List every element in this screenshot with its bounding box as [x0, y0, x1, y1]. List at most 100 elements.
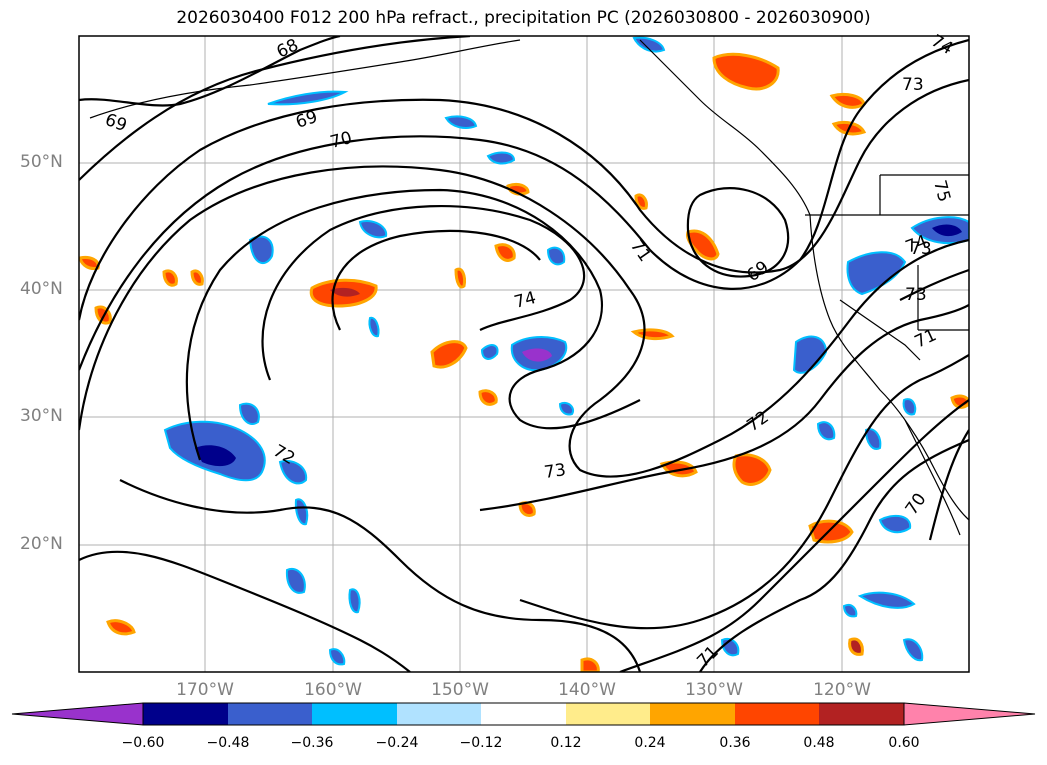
negative-precip-area — [842, 604, 858, 618]
positive-precip-area — [430, 340, 468, 369]
positive-precip-area — [732, 453, 772, 486]
map-frame — [78, 35, 970, 673]
positive-precip-area — [190, 269, 204, 286]
negative-precip-area — [248, 235, 274, 265]
contour-line — [899, 268, 969, 301]
colorbar-tick: 0.12 — [550, 735, 582, 751]
positive-precip-area — [162, 269, 178, 287]
colorbar-tick: −0.36 — [290, 735, 334, 751]
colorbar-tick: 0.48 — [803, 735, 835, 751]
negative-precip-area — [278, 460, 308, 485]
negative-precip-area — [368, 316, 380, 338]
negative-precip-area — [878, 514, 912, 534]
contour-line — [699, 438, 969, 672]
contour-label: 73 — [905, 285, 927, 305]
colorbar-segment — [228, 703, 312, 725]
lon-label: 160°W — [304, 680, 362, 700]
positive-precip-area — [848, 637, 864, 656]
positive-precip-area — [478, 389, 498, 406]
lon-label: 140°W — [558, 680, 616, 700]
negative-precip-area — [285, 567, 306, 594]
positive-precip-area — [808, 519, 854, 544]
contour-line — [79, 78, 969, 321]
colorbar-tick: −0.12 — [459, 735, 503, 751]
colorbar — [11, 702, 1036, 726]
contour-line — [261, 204, 586, 381]
colorbar-segment — [481, 703, 566, 725]
negative-precip-area — [294, 498, 309, 526]
contour-line — [119, 479, 642, 672]
positive-precip-area — [454, 267, 466, 289]
colorbar-segment — [566, 703, 650, 725]
positive-precip-area — [950, 394, 969, 409]
positive-precip-area — [106, 619, 136, 636]
us-west-coast — [809, 214, 969, 521]
contour-label: 73 — [543, 460, 567, 483]
lon-label: 170°W — [176, 680, 234, 700]
lat-label: 50°N — [20, 152, 63, 172]
refractivity-contours — [79, 36, 969, 672]
lon-label: 130°W — [685, 680, 743, 700]
lat-label: 20°N — [20, 534, 63, 554]
lat-label: 30°N — [20, 406, 63, 426]
negative-precip-area — [348, 588, 361, 614]
positive-precip-core — [330, 287, 360, 297]
contour-line — [519, 354, 969, 630]
colorbar-tick: 0.24 — [634, 735, 666, 751]
colorbar-tick: 0.60 — [888, 735, 920, 751]
positive-precip-area — [79, 256, 100, 270]
alaska-coast — [89, 39, 521, 119]
negative-precip-area — [358, 220, 388, 239]
colorbar-segment — [819, 703, 904, 725]
colorbar-tick: −0.48 — [206, 735, 250, 751]
colorbar-tick: −0.60 — [121, 735, 165, 751]
colorbar-extend-high — [903, 702, 1036, 726]
negative-precip-area — [846, 251, 907, 296]
colorbar-segment — [397, 703, 481, 725]
contour-line — [79, 38, 969, 371]
negative-precip-area — [328, 648, 346, 666]
contour-line — [619, 399, 969, 672]
negative-precip-area — [486, 151, 516, 165]
positive-precip-area — [712, 52, 780, 91]
colorbar-tick: −0.24 — [375, 735, 419, 751]
negative-precip-area — [267, 90, 349, 106]
negative-precip-area — [864, 428, 882, 450]
negative-precip-area — [480, 344, 499, 360]
contour-line — [331, 229, 541, 331]
negative-precip-area — [902, 398, 917, 416]
precipitation-shading — [79, 36, 969, 672]
baja-coast — [904, 419, 961, 536]
negative-precip-area — [444, 115, 478, 129]
negative-precip-core — [195, 445, 236, 467]
canada-coast — [639, 39, 811, 216]
contour-line — [79, 550, 411, 672]
negative-precip-area — [546, 246, 566, 266]
positive-precip-area — [494, 243, 516, 262]
colorbar-segment — [735, 703, 819, 725]
colorbar-segment — [143, 703, 228, 725]
negative-precip-area — [238, 402, 260, 425]
negative-precip-core — [522, 348, 552, 362]
contour-line — [686, 187, 790, 278]
negative-precip-area — [857, 591, 916, 609]
map-title: 2026030400 F012 200 hPa refract., precip… — [176, 8, 871, 28]
negative-precip-area — [902, 638, 924, 662]
negative-precip-core — [932, 224, 962, 237]
contour-line — [79, 165, 969, 478]
colorbar-tick: 0.36 — [719, 735, 751, 751]
contour-label: 73 — [902, 75, 924, 95]
contour-line — [928, 429, 969, 541]
lon-label: 120°W — [813, 680, 871, 700]
colorbar-segment — [312, 703, 397, 725]
colorbar-extend-low — [11, 702, 144, 726]
coastlines — [89, 39, 969, 536]
colorbar-segment — [650, 703, 735, 725]
contour-label: 73 — [910, 239, 932, 259]
negative-precip-area — [558, 402, 574, 416]
lat-label: 40°N — [20, 279, 63, 299]
negative-precip-area — [816, 421, 836, 441]
lon-label: 150°W — [431, 680, 489, 700]
positive-precip-area — [580, 657, 600, 672]
